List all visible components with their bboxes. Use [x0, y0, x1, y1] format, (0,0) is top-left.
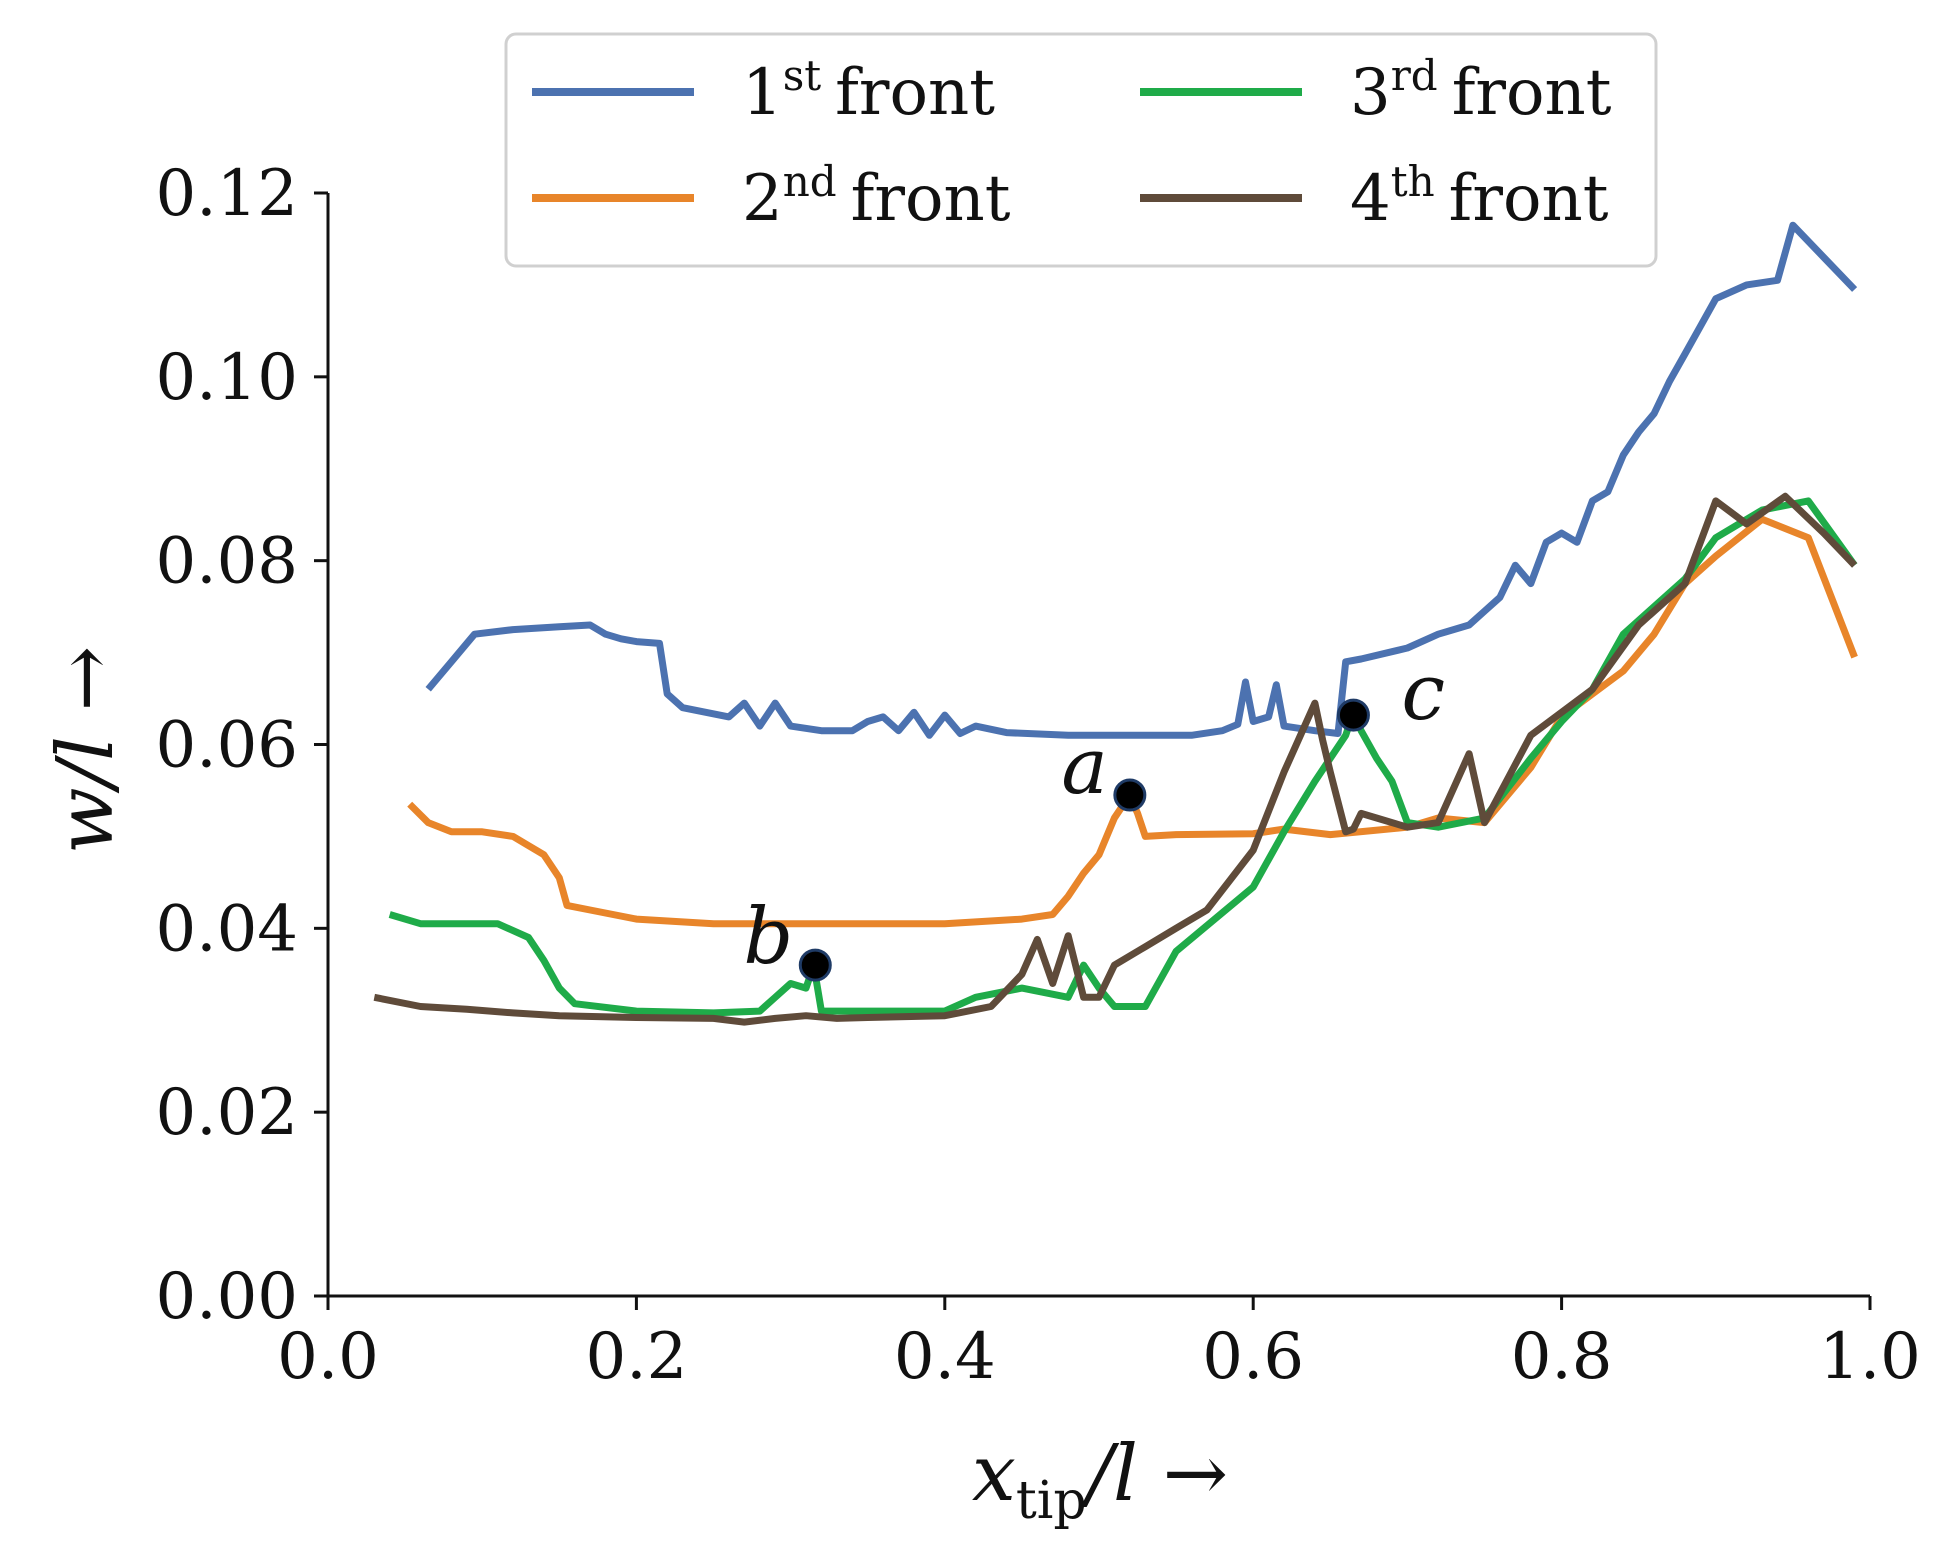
legend-label-2: 2nd front [742, 157, 1011, 236]
annotation-point-b [798, 948, 832, 982]
annotation-label-b: b [743, 892, 793, 982]
legend-label-1: 1st front [742, 51, 995, 130]
y-tick-label: 0.12 [156, 157, 299, 231]
legend-label-3: 3rd front [1350, 51, 1612, 130]
series-line-3 [388, 497, 1858, 1017]
y-tick-label: 0.02 [156, 1076, 299, 1150]
series-line-1 [425, 221, 1858, 739]
y-tick-label: 0.10 [156, 341, 299, 415]
legend: 1st front 2nd front 3rd front 4th front [504, 32, 1658, 268]
series-line-4 [373, 492, 1858, 1026]
x-tick-label: 0.0 [277, 1320, 379, 1394]
x-tick-label: 0.4 [894, 1320, 996, 1394]
series-layer [373, 221, 1858, 1026]
series-line-2 [407, 515, 1858, 928]
x-axis-label: xtip/l → [972, 1429, 1228, 1531]
y-axis-label: w/l → [41, 646, 131, 854]
x-axis-label-rest: /l → [1080, 1429, 1228, 1519]
legend-label-4: 4th front [1350, 157, 1609, 236]
annotation-point-a [1113, 778, 1147, 812]
y-tick-label: 0.08 [156, 525, 299, 599]
y-tick-label: 0.06 [156, 709, 299, 783]
x-tick-label: 1.0 [1819, 1320, 1921, 1394]
x-tick-label: 0.6 [1202, 1320, 1304, 1394]
y-tick-label: 0.00 [156, 1260, 299, 1334]
annotation-label-a: a [1061, 722, 1108, 812]
ticks: 0.0 0.2 0.4 0.6 0.8 1.0 0.00 0.02 0.04 0.06 0.08 0.… [156, 157, 1921, 1394]
legend-box [504, 32, 1658, 268]
y-tick-label: 0.04 [156, 892, 299, 966]
x-tick-label: 0.8 [1511, 1320, 1613, 1394]
x-axis-label-sub: tip [1016, 1471, 1087, 1531]
annotations: a b c [743, 648, 1445, 982]
x-axis-label-base: x [972, 1429, 1016, 1519]
x-tick-label: 0.2 [586, 1320, 688, 1394]
annotation-point-c [1336, 698, 1370, 732]
annotation-label-c: c [1401, 648, 1445, 738]
